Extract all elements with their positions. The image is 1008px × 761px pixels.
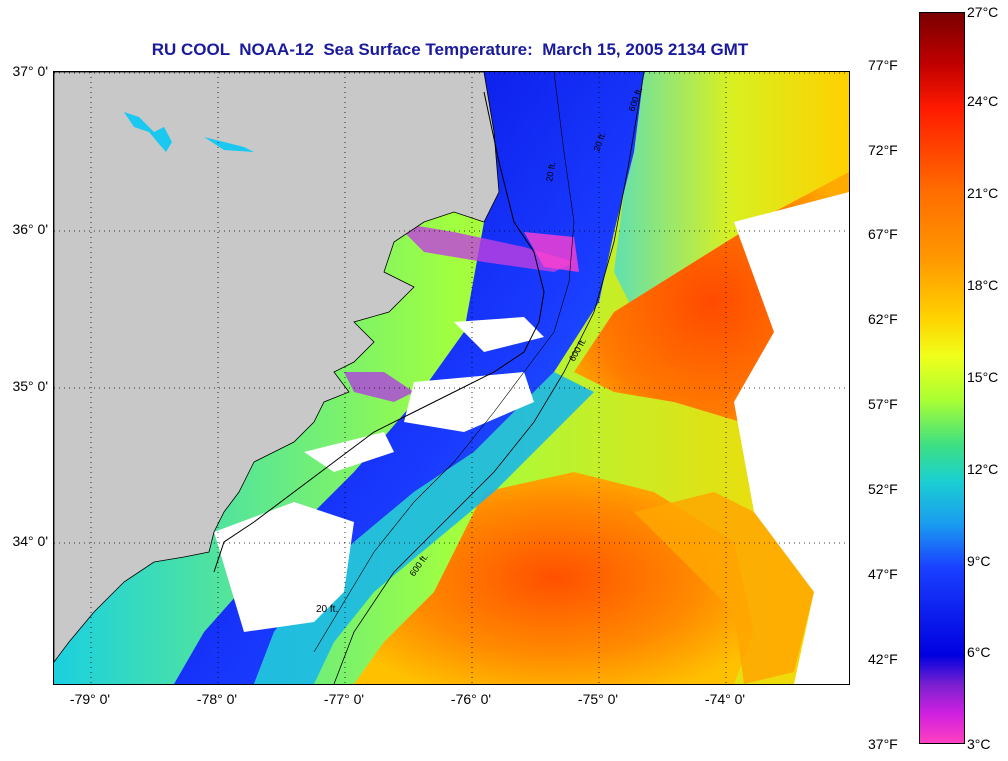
northern-mixing-band [614, 72, 849, 332]
sst-map: 20 ft. 20 ft. 600 ft. 600 ft. 600 ft. 20… [53, 71, 850, 685]
lon-tick-label: -79° 0' [69, 691, 111, 707]
cloud-sound-2 [404, 372, 534, 432]
lon-tick-label: -77° 0' [323, 691, 365, 707]
lon-tick-label: -76° 0' [450, 691, 492, 707]
colorbar-fahrenheit-label: 62°F [868, 311, 898, 327]
lat-tick-label: 36° 0' [12, 221, 48, 237]
colorbar-celsius-label: 21°C [967, 185, 999, 201]
lon-tick-label: -75° 0' [577, 691, 619, 707]
sst-map-graphic: 20 ft. 20 ft. 600 ft. 600 ft. 600 ft. 20… [54, 72, 849, 684]
colorbar-fahrenheit-label: 67°F [868, 226, 898, 242]
colorbar-fahrenheit-label: 42°F [868, 651, 898, 667]
colorbar-fahrenheit-label: 47°F [868, 566, 898, 582]
contour-20ft [313, 72, 575, 653]
colorbar-fahrenheit-label: 72°F [868, 142, 898, 158]
contour-600ft [333, 72, 645, 684]
inland-lake-1 [124, 112, 172, 152]
map-title: RU COOL NOAA-12 Sea Surface Temperature:… [151, 40, 749, 59]
cold-shelf-water [174, 72, 644, 684]
barrier-island-line [213, 91, 545, 573]
lon-tick-label: -74° 0' [704, 691, 746, 707]
colorbar-fahrenheit-label: 57°F [868, 396, 898, 412]
lat-tick-label: 37° 0' [12, 63, 48, 79]
temperature-colorbar [919, 12, 965, 744]
colorbar-celsius-label: 24°C [967, 93, 999, 109]
shelf-transition-band [254, 372, 594, 684]
colorbar-celsius-label: 27°C [967, 4, 999, 20]
lat-tick-label: 35° 0' [12, 378, 48, 394]
contour-label: 20 ft. [316, 604, 338, 615]
colorbar-celsius-label: 3°C [967, 736, 991, 752]
lat-lon-grid [54, 72, 849, 684]
colorbar-celsius-label: 9°C [967, 553, 991, 569]
cloud-sound-1 [454, 317, 544, 352]
sound-patch-1 [394, 222, 574, 272]
warm-water-southeast [634, 492, 814, 684]
colorbar-celsius-label: 15°C [967, 369, 999, 385]
colorbar-fahrenheit-label: 52°F [868, 481, 898, 497]
sound-patch-2 [524, 232, 579, 272]
colorbar-celsius-label: 6°C [967, 644, 991, 660]
contour-label: 20 ft. [544, 161, 557, 182]
lon-tick-label: -78° 0' [196, 691, 238, 707]
lat-tick-label: 34° 0' [12, 533, 48, 549]
cloud-coastal [214, 502, 354, 632]
inland-lake-2 [204, 137, 254, 152]
cloud-sound-3 [304, 432, 394, 472]
colorbar-celsius-label: 18°C [967, 277, 999, 293]
colorbar-celsius-label: 12°C [967, 461, 999, 477]
colorbar-fahrenheit-label: 77°F [868, 57, 898, 73]
colorbar-fahrenheit-label: 37°F [868, 736, 898, 752]
cloud-east [734, 192, 849, 684]
sound-patch-3 [344, 372, 414, 402]
mainland [54, 72, 500, 663]
